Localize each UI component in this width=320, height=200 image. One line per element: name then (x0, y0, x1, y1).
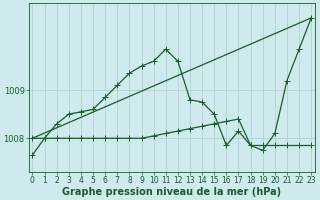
X-axis label: Graphe pression niveau de la mer (hPa): Graphe pression niveau de la mer (hPa) (62, 187, 281, 197)
